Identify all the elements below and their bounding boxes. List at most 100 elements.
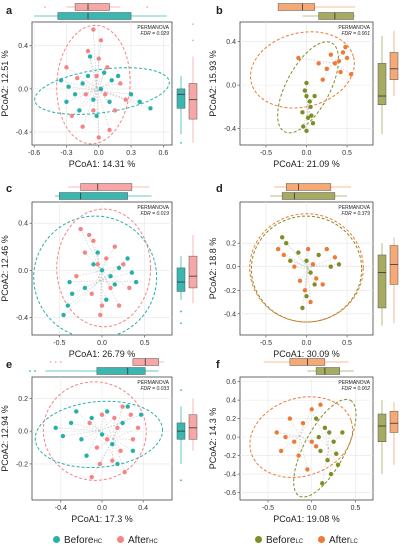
panel-b-point-before-2 <box>300 110 305 115</box>
panel-a-point-after-14 <box>64 65 69 70</box>
panel-f-point-before-8 <box>340 430 345 435</box>
panel-d-stat-label: PERMANOVA <box>338 205 370 211</box>
panel-e-label: e <box>6 359 12 371</box>
panel-a-spider-before-11 <box>98 90 132 95</box>
panel-a-point-after-6 <box>103 92 108 97</box>
panel-c-point-after-4 <box>95 262 100 267</box>
panel-d-spider-after-7 <box>307 268 311 303</box>
panel-d-point-before-6 <box>304 293 309 299</box>
panel-a-point-after-12 <box>80 124 85 129</box>
panel-a-point-after-1 <box>98 38 104 43</box>
panel-e-point-after-12 <box>135 425 141 431</box>
panel-f-spider-after-3 <box>299 423 304 437</box>
panel-a-top-box-after <box>44 3 149 11</box>
panel-c-right-box-before-outlier-0 <box>180 310 182 313</box>
panel-a-xlabel: PCoA1: 14.31 % <box>69 159 136 169</box>
panel-a-point-after-2 <box>85 48 91 54</box>
panel-a-point-before-7 <box>101 70 107 75</box>
panel-d-spider-after-6 <box>304 268 309 291</box>
panel-a-spider-before-0 <box>61 80 99 91</box>
panel-e-spider-after-14 <box>91 438 114 478</box>
panel-e-point-before-0 <box>53 425 58 431</box>
panel-d-point-after-5 <box>314 276 319 281</box>
panel-d-point-after-1 <box>281 252 286 258</box>
panel-d-top-box-before <box>270 192 348 200</box>
panel-d-right-box-before <box>377 243 387 326</box>
panel-d-point-after-2 <box>292 264 297 269</box>
panel-a-point-before-11 <box>128 92 134 97</box>
panel-b-point-after-3 <box>332 61 338 66</box>
panel-c-ellipse-after <box>56 208 152 328</box>
panel-e-point-before-11 <box>104 409 110 414</box>
panel-c-spider-after-11 <box>101 264 124 272</box>
panel-c-point-before-14 <box>133 279 139 285</box>
panel-f-spider-before-0 <box>324 427 329 449</box>
panel-a-point-before-0 <box>58 78 64 83</box>
panel-e-top-box-before-box <box>96 367 146 375</box>
panel-f-right-box-before-box <box>377 413 387 442</box>
panel-c-plot-area <box>32 202 172 335</box>
panel-c-xlabel: PCoA1: 26.79 % <box>69 349 136 359</box>
panel-e-spider-after-0 <box>113 406 123 439</box>
panel-e-fdr-label: FDR = 0.033 <box>141 386 170 392</box>
panel-c-xtick-label-0: -0.5 <box>53 340 65 347</box>
panel-a-point-before-10 <box>109 78 114 83</box>
panel-a-point-before-12 <box>137 99 142 105</box>
panel-c-xtick-label-1: 0.0 <box>97 340 107 347</box>
panel-c-point-after-1 <box>86 232 92 238</box>
panel-a-point-before-3 <box>80 81 85 86</box>
panel-b-point-before-4 <box>310 121 316 126</box>
panel-c-ytick-label-2: 0.4 <box>18 221 28 228</box>
panel-c-spider-after-5 <box>101 258 107 271</box>
panel-d-xtick-label-2: 0.5 <box>342 340 352 347</box>
panel-f-point-after-7 <box>305 467 310 472</box>
panel-a-spider-after-1 <box>96 40 102 88</box>
panel-c-top-box-after <box>67 183 149 191</box>
panel-e-point-before-14 <box>125 404 130 409</box>
panel-a-spider-after-16 <box>93 87 97 111</box>
panel-e-top-box-before-outlier-1 <box>29 370 31 372</box>
panel-d-point-after-11 <box>324 246 329 252</box>
panel-a-point-before-1 <box>66 84 71 89</box>
panel-f-point-after-2 <box>292 439 297 444</box>
panel-c-point-after-3 <box>82 250 88 255</box>
panel-b-right-box-before <box>377 36 387 135</box>
panel-e-spider-before-1 <box>62 430 100 437</box>
panel-f-spider-after-8 <box>280 435 300 452</box>
panel-b-right-box-after <box>389 30 399 97</box>
panel-b-spider-after-11 <box>318 62 334 64</box>
panel-d-spider-after-10 <box>299 268 308 281</box>
panel-e-spider-after-1 <box>113 414 132 440</box>
panel-d-xtick-label-0: -0.5 <box>260 340 272 347</box>
panel-a-point-after-4 <box>75 75 80 81</box>
panel-d-point-before-11 <box>316 252 321 258</box>
panel-b-top-box-before <box>302 12 356 20</box>
panel-a-point-before-9 <box>77 108 82 113</box>
panel-e-spider-before-0 <box>55 427 100 431</box>
panel-f-ytick-label-5: 0.4 <box>226 398 236 405</box>
panel-a-point-after-3 <box>96 56 101 61</box>
panel-f-point-before-7 <box>313 416 319 421</box>
panel-a-right-box-after-outlier-0 <box>192 39 194 42</box>
panel-e-point-after-8 <box>87 420 92 426</box>
panel-c-right-box-after <box>188 234 198 304</box>
panel-e-ytick-label-0: -0.2 <box>16 461 28 468</box>
panel-a-xtick-label-0: -0.6 <box>28 150 40 157</box>
panel-e-point-after-4 <box>94 445 100 450</box>
panel-a-point-after-5 <box>83 92 89 97</box>
panel-a-plot-area <box>32 22 172 145</box>
panel-f-top-box-before-box <box>315 367 340 375</box>
panel-e-spider-after-12 <box>113 427 139 440</box>
panel-a-point-before-14 <box>87 54 93 59</box>
panel-b-right-box-after-box <box>389 52 399 80</box>
panel-c-point-after-0 <box>78 226 83 232</box>
panel-d-ytick-label-1: -0.2 <box>224 288 236 295</box>
panel-a-spider-after-13 <box>96 87 110 130</box>
panel-a-ylabel: PCoA2: 12.51 % <box>0 50 10 117</box>
panel-e-xtick-label-2: 0.4 <box>138 505 148 512</box>
panel-e-point-after-10 <box>112 415 117 421</box>
panel-e-spider-before-3 <box>81 430 100 440</box>
panel-f-spider-after-1 <box>285 435 300 438</box>
panel-d-spider-after-9 <box>307 257 335 270</box>
panel-e-spider-before-9 <box>99 414 142 431</box>
